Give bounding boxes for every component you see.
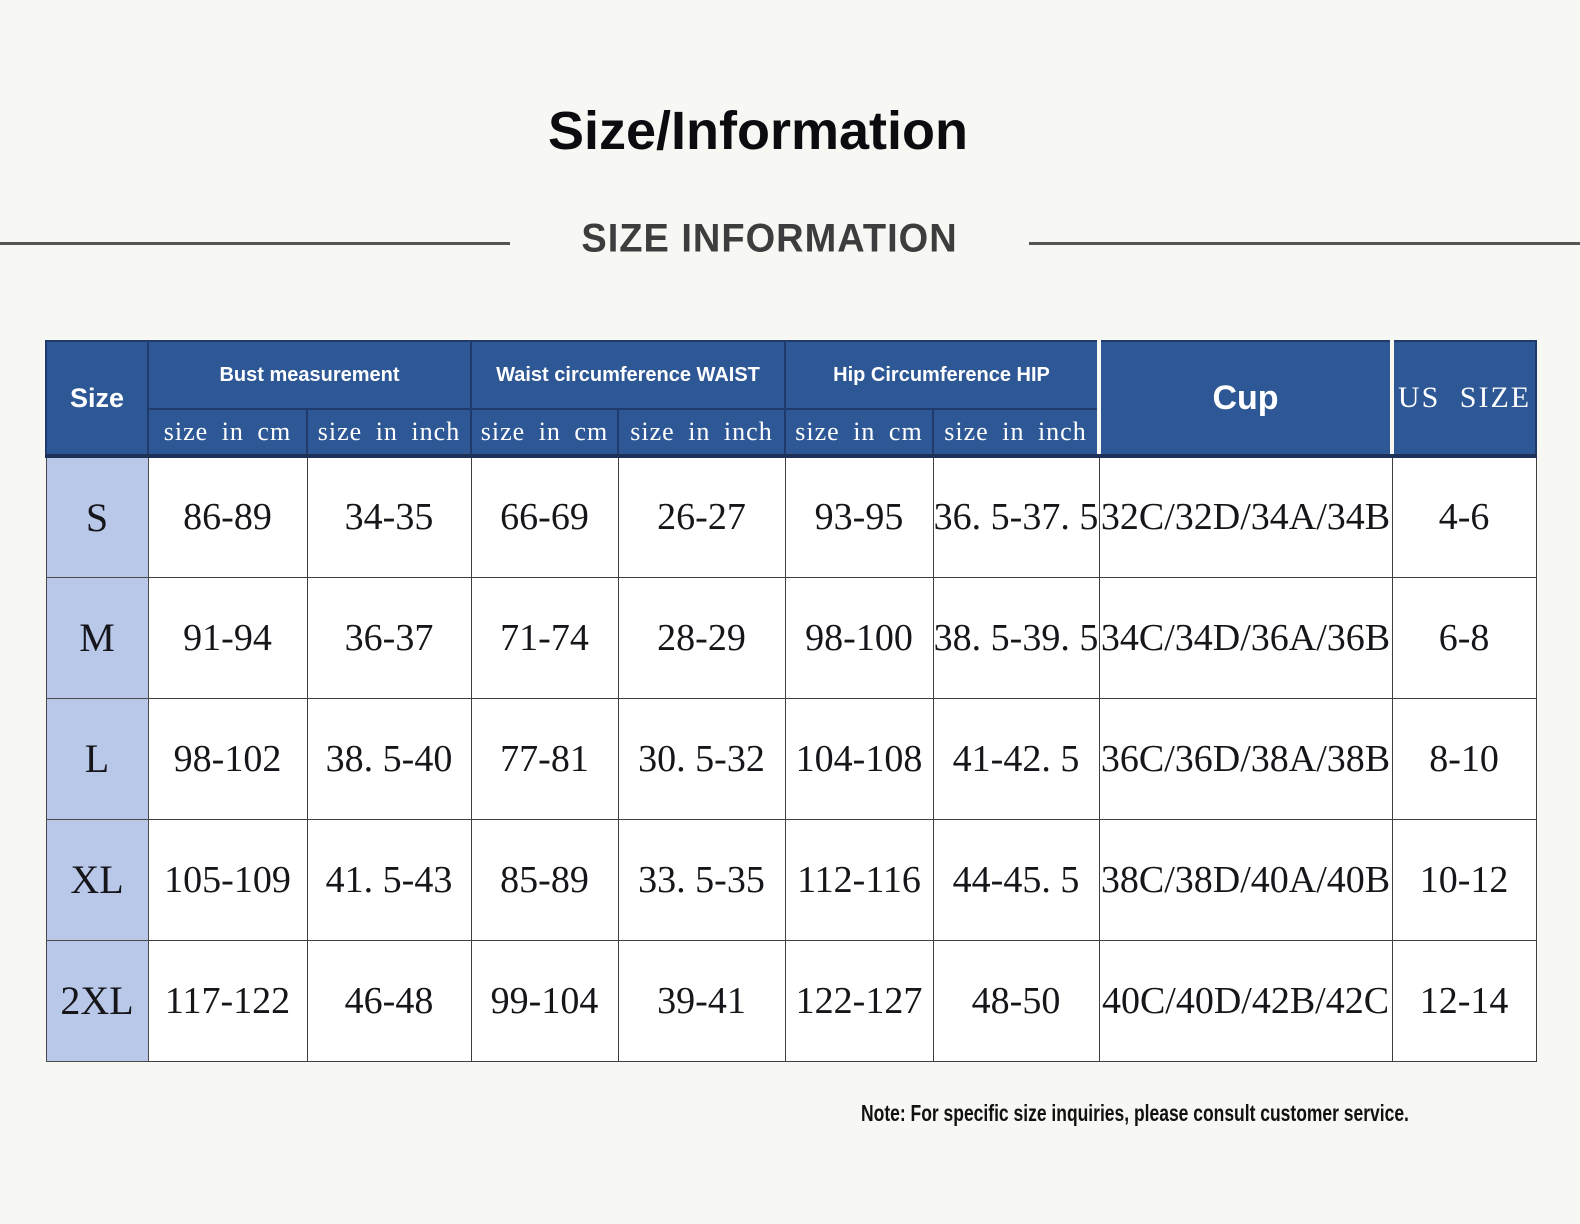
size-cell: 44-45. 5: [932, 818, 1100, 941]
note-text: Note: For specific size inquiries, pleas…: [861, 1100, 1409, 1126]
size-cell: 32C/32D/34A/34B: [1098, 455, 1393, 578]
size-cell: 39-41: [617, 939, 786, 1062]
size-cell: 8-10: [1391, 697, 1537, 820]
size-row-label: S: [45, 455, 149, 578]
size-row-label: XL: [45, 818, 149, 941]
size-cell: 98-102: [147, 697, 308, 820]
size-cell: 34-35: [306, 455, 472, 578]
size-cell: 66-69: [470, 455, 619, 578]
size-cell: 4-6: [1391, 455, 1537, 578]
size-cell: 104-108: [784, 697, 934, 820]
divider-line-left: [0, 242, 510, 245]
size-cell: 36C/36D/38A/38B: [1098, 697, 1393, 820]
size-row-label: M: [45, 576, 149, 699]
size-cell: 38C/38D/40A/40B: [1098, 818, 1393, 941]
size-cell: 40C/40D/42B/42C: [1098, 939, 1393, 1062]
column-header-size: Size: [45, 340, 149, 458]
size-row-label: L: [45, 697, 149, 820]
size-cell: 99-104: [470, 939, 619, 1062]
table-row: M 91-94 36-37 71-74 28-29 98-100 38. 5-39. 5 34…: [45, 576, 1537, 699]
size-table-body: S 86-89 34-35 66-69 26-27 93-95 36. 5-37. 5 32C…: [45, 455, 1537, 1062]
size-cell: 112-116: [784, 818, 934, 941]
size-cell: 26-27: [617, 455, 786, 578]
column-group-waist: Waist circumference WAIST: [470, 340, 786, 410]
size-cell: 12-14: [1391, 939, 1537, 1062]
size-cell: 33. 5-35: [617, 818, 786, 941]
size-cell: 28-29: [617, 576, 786, 699]
size-cell: 30. 5-32: [617, 697, 786, 820]
column-subheader-waist-inch: size in inch: [617, 408, 786, 458]
size-cell: 122-127: [784, 939, 934, 1062]
size-table-header: Size Bust measurement Waist circumferenc…: [45, 340, 1538, 458]
page-title: Size/Information: [547, 101, 969, 161]
size-cell: 71-74: [470, 576, 619, 699]
size-cell: 86-89: [147, 455, 308, 578]
size-cell: 98-100: [784, 576, 934, 699]
column-group-bust: Bust measurement: [147, 340, 472, 410]
column-subheader-bust-inch: size in inch: [306, 408, 472, 458]
column-group-hip: Hip Circumference HIP: [783, 340, 1101, 410]
column-subheader-hip-inch: size in inch: [931, 408, 1101, 458]
size-cell: 77-81: [470, 697, 619, 820]
size-cell: 91-94: [147, 576, 308, 699]
table-row: 2XL 117-122 46-48 99-104 39-41 122-127 48-50 40…: [45, 939, 1537, 1062]
divider-line-right: [1029, 242, 1580, 245]
size-cell: 46-48: [306, 939, 472, 1062]
size-cell: 38. 5-40: [306, 697, 472, 820]
size-cell: 93-95: [784, 455, 934, 578]
section-banner-title: SIZE INFORMATION: [581, 216, 958, 262]
size-cell: 48-50: [932, 939, 1100, 1062]
size-cell: 34C/34D/36A/36B: [1098, 576, 1393, 699]
size-cell: 6-8: [1391, 576, 1537, 699]
size-cell: 85-89: [470, 818, 619, 941]
size-cell: 41-42. 5: [932, 697, 1100, 820]
size-cell: 36-37: [306, 576, 472, 699]
size-cell: 105-109: [147, 818, 308, 941]
size-cell: 41. 5-43: [306, 818, 472, 941]
table-row: S 86-89 34-35 66-69 26-27 93-95 36. 5-37. 5 32C…: [45, 455, 1537, 578]
size-cell: 38. 5-39. 5: [932, 576, 1100, 699]
column-header-cup: Cup: [1097, 340, 1394, 458]
size-table: Size Bust measurement Waist circumferenc…: [45, 340, 1538, 1062]
column-subheader-bust-cm: size in cm: [147, 408, 308, 458]
note: Note: For specific size inquiries, pleas…: [688, 1100, 1409, 1127]
table-row: XL 105-109 41. 5-43 85-89 33. 5-35 112-116 44-…: [45, 818, 1537, 941]
column-subheader-waist-cm: size in cm: [470, 408, 619, 458]
table-row: L 98-102 38. 5-40 77-81 30. 5-32 104-108 41-42…: [45, 697, 1537, 820]
size-row-label: 2XL: [45, 939, 149, 1062]
size-cell: 10-12: [1391, 818, 1537, 941]
column-header-us-size: US SIZE: [1390, 340, 1538, 458]
size-cell: 117-122: [147, 939, 308, 1062]
section-banner: SIZE INFORMATION: [0, 216, 1580, 272]
column-subheader-hip-cm: size in cm: [784, 408, 934, 458]
size-cell: 36. 5-37. 5: [932, 455, 1100, 578]
